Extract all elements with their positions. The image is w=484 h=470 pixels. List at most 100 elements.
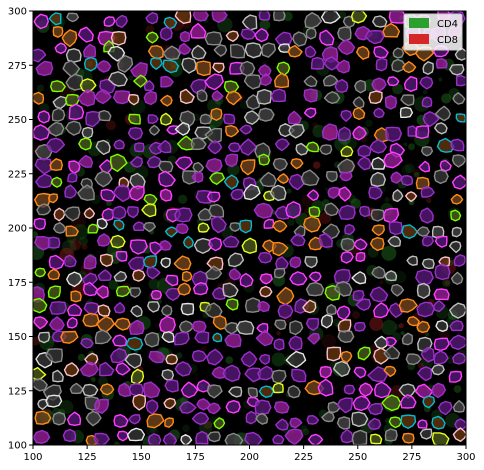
cell-outline (125, 336, 144, 351)
cell-outline (228, 268, 242, 281)
cell-outline (110, 347, 128, 364)
cell-outline (128, 414, 141, 425)
cell-outline (191, 44, 207, 60)
cell-outline (291, 368, 307, 383)
cell-outline (244, 431, 263, 445)
cell-outline (228, 386, 243, 398)
cell-outline (244, 367, 262, 383)
cell-outline (272, 157, 288, 172)
legend-swatch-cd4 (409, 18, 429, 28)
cell-outline (287, 385, 301, 399)
cell-outline (319, 144, 333, 156)
cell-outline (258, 354, 271, 365)
cell-outline (356, 45, 370, 60)
cell-outline (50, 176, 63, 188)
cell-outline (189, 22, 207, 39)
cell-outline (63, 362, 80, 377)
cell-outline (400, 414, 417, 429)
cell-outline (165, 274, 179, 287)
cell-outline (33, 429, 51, 444)
x-axis: 100 125 150 175 200 225 250 275 300 (23, 445, 476, 463)
cell-outline (254, 28, 269, 43)
cell-outline (191, 320, 207, 333)
cell-outline (81, 383, 99, 397)
cell-outline (49, 301, 67, 315)
cell-outline (310, 56, 325, 70)
cell-outline (129, 156, 143, 168)
cell-outline (245, 410, 258, 425)
cell-outline (81, 272, 98, 287)
cell-outline (132, 393, 147, 411)
cell-outline (211, 90, 224, 102)
cell-outline (401, 332, 414, 346)
cell-outline (36, 203, 52, 216)
cd8-stain-spot (312, 122, 319, 129)
cell-outline (132, 221, 146, 232)
cell-outline (163, 16, 178, 30)
cell-outline (127, 93, 140, 106)
cell-outline (326, 346, 342, 362)
x-tick-label: 225 (294, 452, 313, 463)
cell-outline (352, 125, 367, 141)
cell-outline (368, 186, 383, 200)
cell-outline (435, 319, 449, 332)
cell-outline (304, 256, 318, 269)
y-tick-label: 275 (8, 61, 27, 72)
cell-outline (33, 124, 51, 141)
cell-outline (415, 269, 434, 286)
cell-outline (222, 364, 241, 382)
cell-outline (174, 156, 193, 171)
cell-outline (116, 430, 130, 442)
cell-outline (33, 91, 45, 105)
cell-outline (83, 207, 96, 220)
cell-outline (306, 189, 320, 202)
cell-outline (33, 48, 47, 63)
cell-outline (223, 174, 239, 190)
cd8-stain-spot (398, 323, 404, 329)
cell-outline (405, 191, 418, 203)
cell-outline (415, 125, 430, 140)
cell-outline (130, 368, 145, 385)
x-tick-label: 100 (23, 452, 42, 463)
cell-outline (196, 398, 211, 411)
cell-outline (260, 73, 273, 87)
cell-outline (434, 105, 451, 122)
cell-outline (129, 239, 148, 255)
cell-outline (352, 395, 371, 412)
cell-outline (336, 416, 351, 430)
cell-outline (367, 403, 384, 416)
cell-outline (334, 78, 349, 94)
cd4-stain-spot (61, 239, 77, 255)
cell-outline (53, 221, 67, 234)
cell-outline (370, 208, 386, 222)
cell-outline (52, 26, 64, 38)
cell-outline (161, 331, 175, 343)
cell-outline (159, 112, 173, 126)
cell-outline (431, 382, 446, 399)
cd4-stain-spot (394, 323, 401, 330)
cell-outline (434, 263, 451, 281)
cell-outline (289, 320, 304, 336)
y-tick-label: 125 (8, 386, 27, 397)
cell-outline (81, 126, 94, 139)
cell-outline (367, 366, 388, 383)
cell-outline (159, 188, 173, 202)
cell-outline (243, 183, 261, 201)
cell-outline (368, 90, 383, 105)
cell-outline (113, 139, 126, 150)
cell-outline (355, 298, 372, 311)
cell-outline (37, 331, 51, 344)
cell-outline (208, 237, 223, 252)
cell-outline (435, 58, 448, 69)
cell-outline (290, 158, 304, 170)
cell-outline (417, 419, 428, 429)
cell-outline (82, 43, 97, 59)
cell-outline (174, 361, 193, 377)
cd8-stain-spot (379, 280, 384, 285)
cell-outline (337, 126, 352, 142)
cell-outline (400, 174, 414, 187)
cell-outline (34, 235, 52, 251)
cell-outline (384, 270, 398, 282)
cell-outline (244, 297, 261, 313)
cell-outline (85, 110, 102, 128)
